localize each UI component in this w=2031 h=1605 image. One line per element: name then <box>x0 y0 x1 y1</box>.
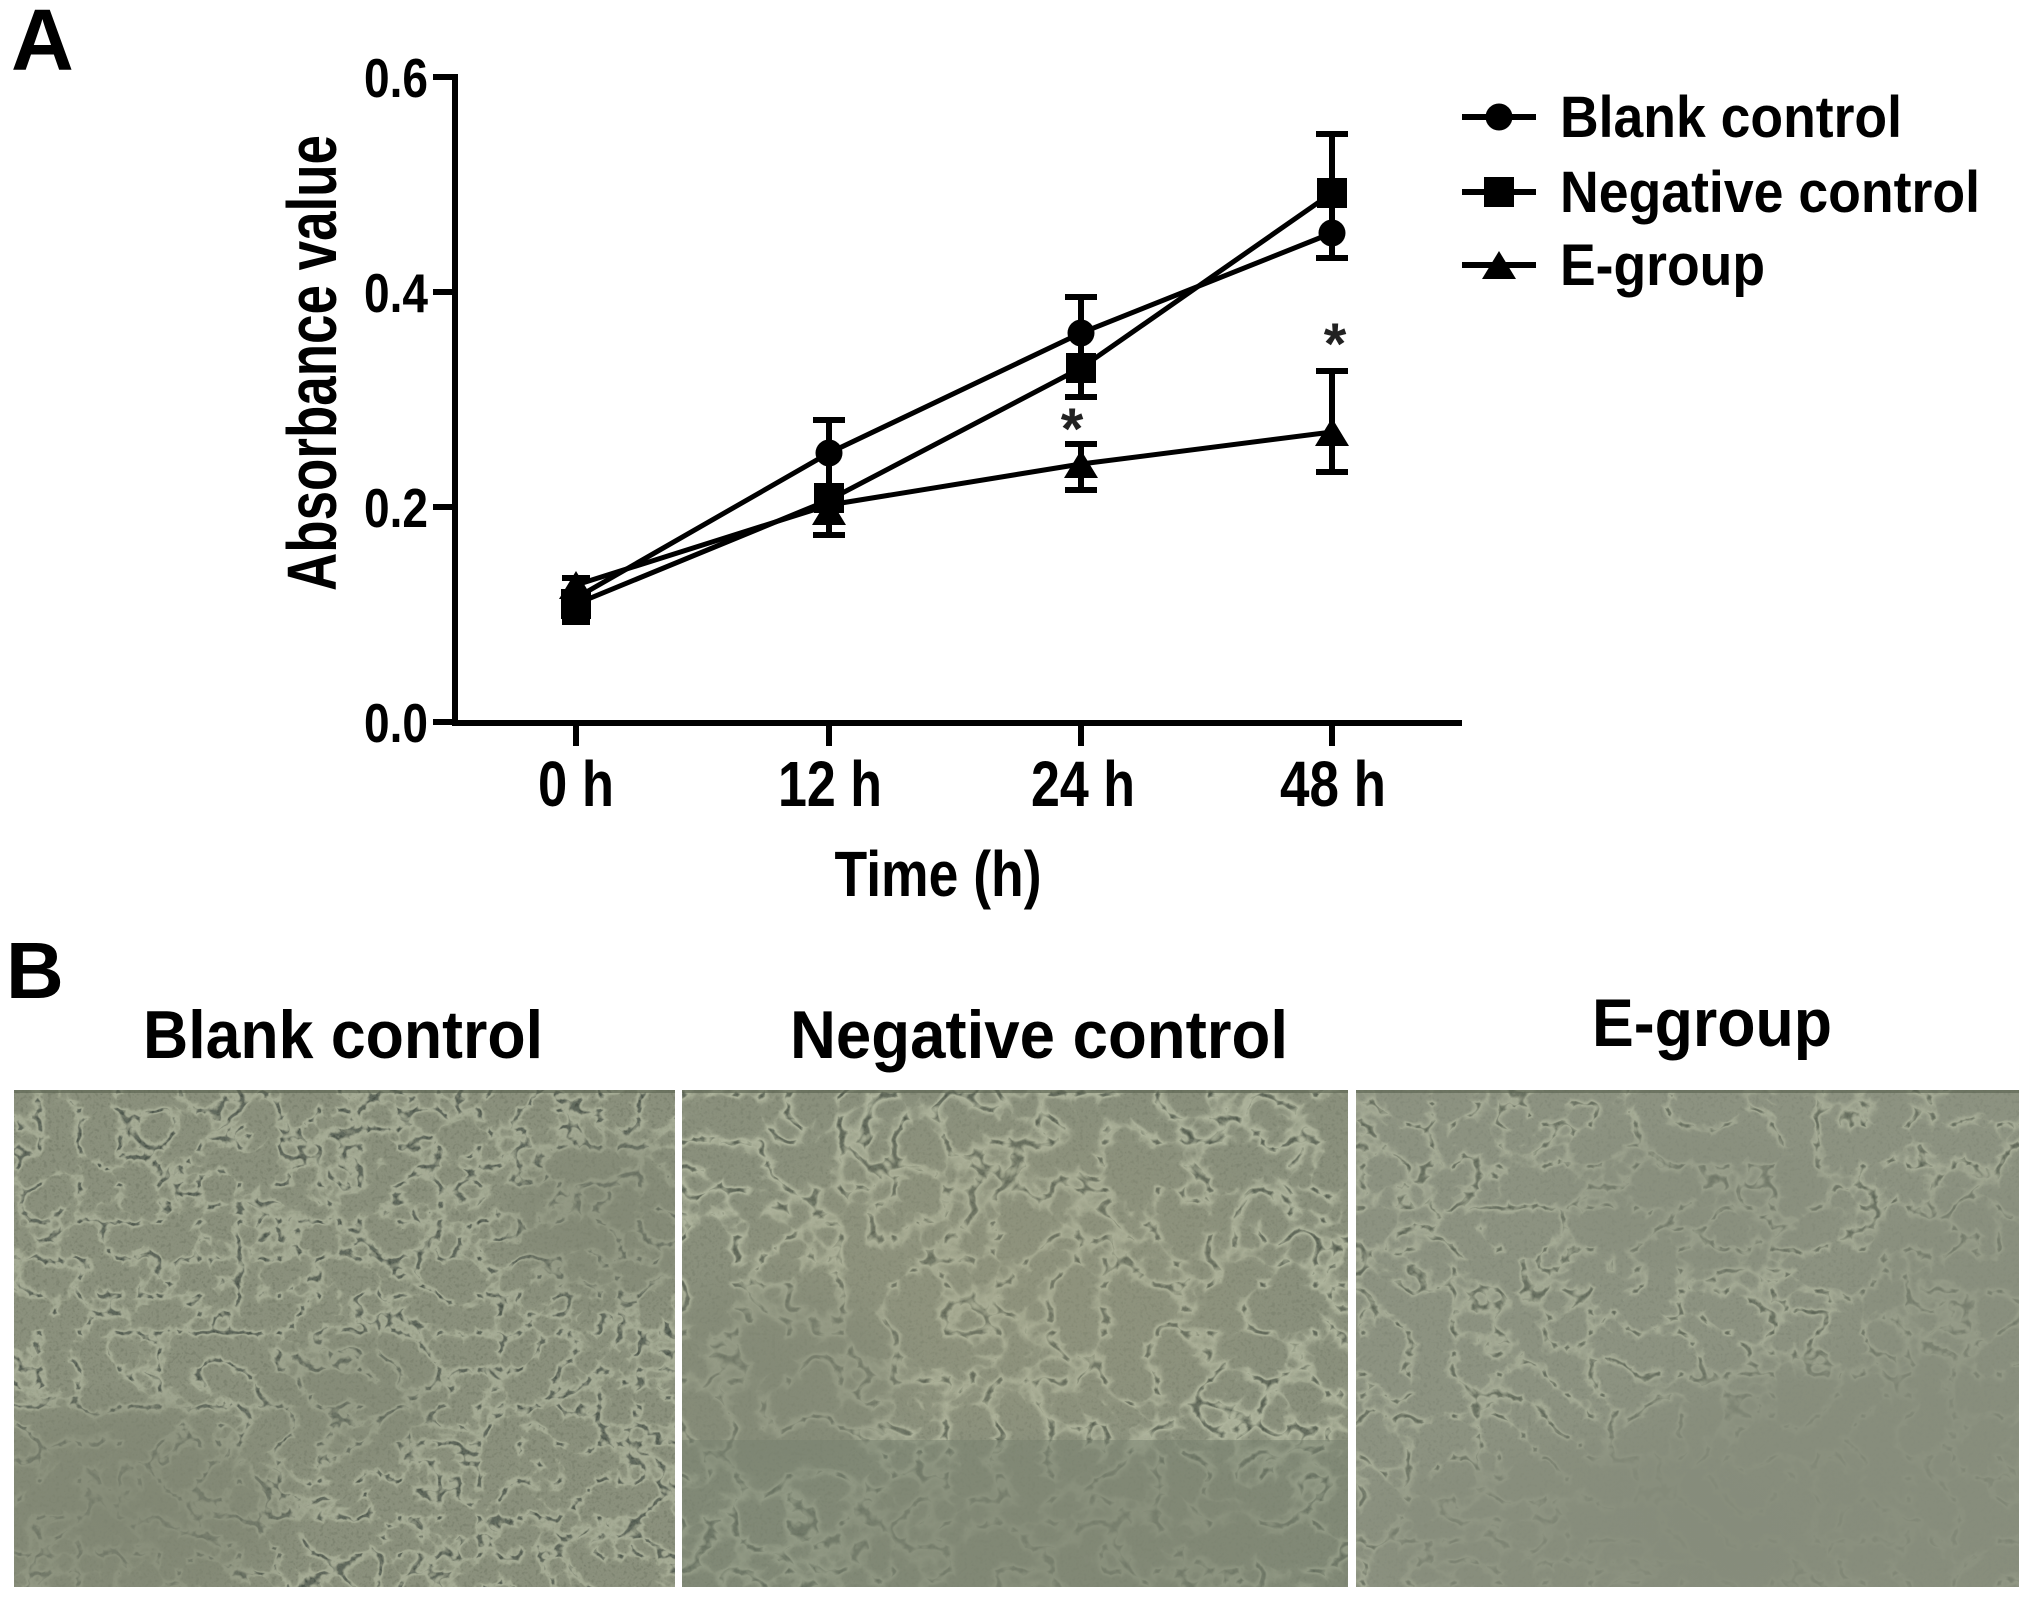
svg-text:Negative control: Negative control <box>1560 160 1980 225</box>
svg-text:12 h: 12 h <box>778 748 882 820</box>
svg-text:Blank control: Blank control <box>1560 85 1902 150</box>
svg-text:0.6: 0.6 <box>364 47 428 109</box>
svg-text:0.4: 0.4 <box>364 262 428 324</box>
svg-text:B: B <box>6 926 64 1015</box>
svg-text:Time (h): Time (h) <box>835 838 1042 910</box>
svg-text:0.2: 0.2 <box>364 477 428 539</box>
svg-text:Absorbance value: Absorbance value <box>273 135 351 591</box>
svg-text:0.0: 0.0 <box>364 692 428 754</box>
svg-text:Negative control: Negative control <box>790 997 1288 1073</box>
svg-text:E-group: E-group <box>1560 233 1765 298</box>
svg-text:0 h: 0 h <box>538 748 614 820</box>
svg-text:E-group: E-group <box>1592 985 1832 1061</box>
svg-text:Blank control: Blank control <box>143 997 543 1073</box>
svg-text:*: * <box>1061 397 1084 462</box>
svg-text:A: A <box>11 0 74 89</box>
svg-text:*: * <box>1324 312 1347 377</box>
svg-text:24 h: 24 h <box>1031 748 1135 820</box>
svg-text:48 h: 48 h <box>1280 748 1386 820</box>
